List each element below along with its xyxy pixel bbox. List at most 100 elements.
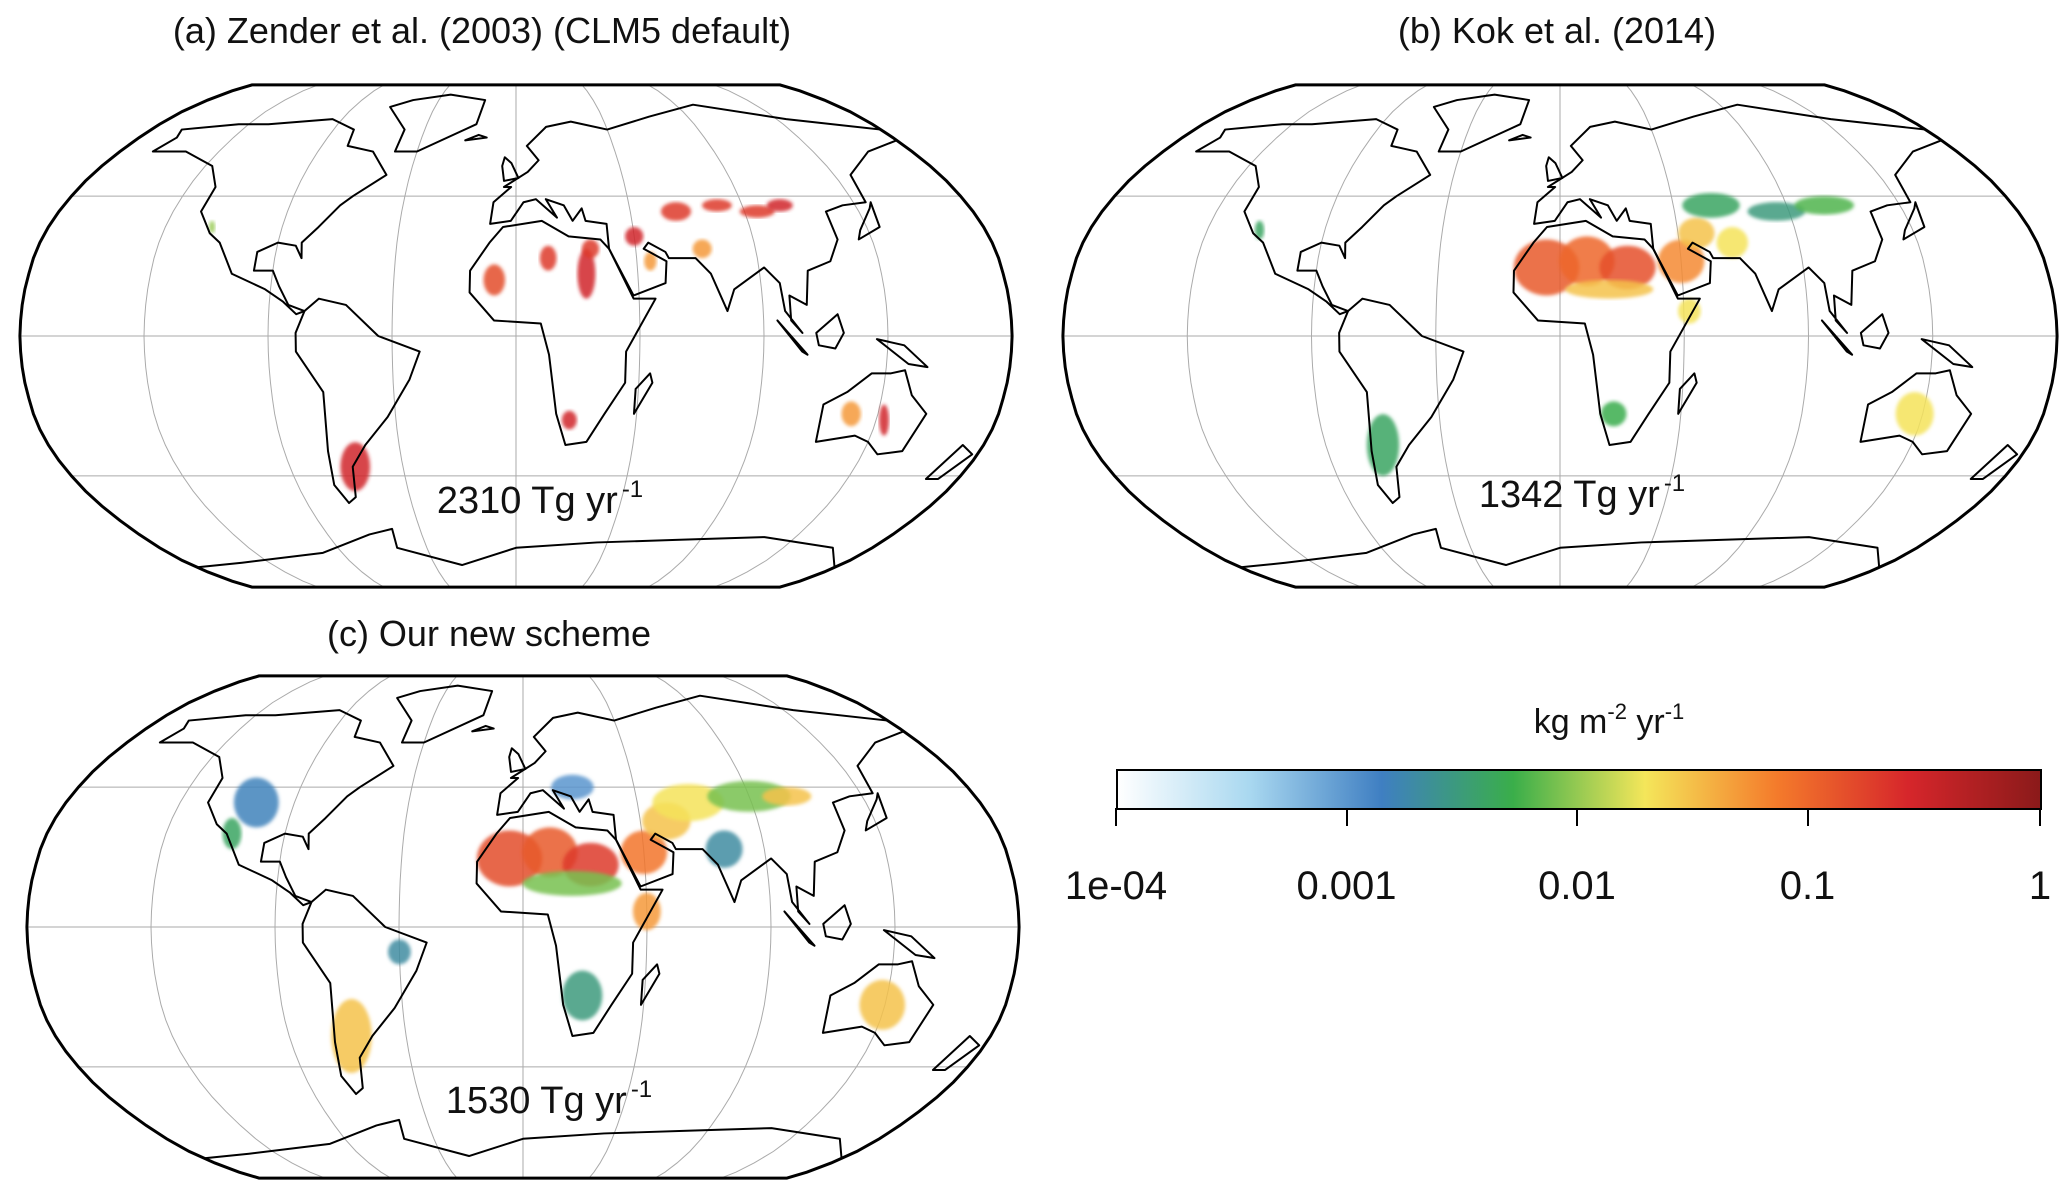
colorbar-tick — [1115, 808, 1117, 826]
total-exponent: -1 — [621, 476, 644, 503]
coastline-north-america — [151, 118, 388, 316]
dust-hotspot — [1682, 192, 1740, 218]
total-exponent: -1 — [1663, 470, 1686, 497]
coastline-sumatra — [1820, 319, 1854, 356]
dust-hotspot — [739, 205, 775, 218]
coastline-africa — [468, 219, 657, 447]
dust-hotspot — [222, 818, 242, 850]
map-border — [25, 674, 1021, 1180]
panel-b-total: 1342 Tg yr -1 — [1478, 470, 1685, 517]
panel-a-total: 2310 Tg yr -1 — [437, 476, 643, 523]
coastline-eurasia — [496, 694, 905, 925]
coastline-north-america — [158, 709, 395, 907]
coastline-new-zealand — [1969, 444, 2019, 480]
coastline-south-america — [301, 888, 428, 1096]
world-map — [25, 674, 1021, 1180]
dust-hotspot — [644, 251, 657, 271]
coastline-britain — [1545, 156, 1564, 182]
panel-a-title: (a) Zender et al. (2003) (CLM5 default) — [172, 10, 792, 51]
coastline-borneo — [1859, 313, 1890, 350]
coastline-eurasia — [1533, 103, 1943, 334]
colorbar-tick — [1345, 808, 1348, 826]
dust-hotspot — [1678, 217, 1715, 249]
dust-hotspot — [539, 245, 557, 271]
panel-c-total: 1530 Tg yr -1 — [445, 1076, 652, 1123]
coastline-new-guinea — [875, 338, 929, 369]
colorbar-tick-label: 1e-04 — [1064, 864, 1168, 908]
dust-hotspot — [1366, 414, 1400, 476]
coastline-madagascar — [632, 372, 654, 415]
total-value: 1530 Tg yr — [445, 1080, 627, 1122]
dust-hotspot — [707, 780, 791, 812]
dust-hotspot — [388, 939, 411, 965]
unit-text: kg m — [1533, 703, 1608, 741]
coastline-sumatra — [776, 319, 809, 356]
total-value: 1342 Tg yr — [1478, 474, 1660, 516]
coastline-africa — [475, 810, 664, 1038]
coastline-new-guinea — [882, 929, 936, 960]
unit-text-2: yr — [1636, 703, 1665, 741]
dust-hotspot — [660, 202, 692, 221]
coastline-south-america — [1338, 297, 1465, 505]
dust-hotspot — [1716, 227, 1749, 259]
dust-hotspot — [562, 970, 603, 1021]
coastline-australia — [821, 960, 935, 1047]
dust-hotspot — [1747, 202, 1806, 221]
dust-hotspot — [209, 220, 216, 234]
dust-hotspot — [581, 239, 600, 259]
coastline-new-guinea — [1920, 338, 1974, 369]
dust-hotspot — [233, 777, 279, 828]
dust-hotspot — [1599, 245, 1656, 290]
colorbar-tick — [2039, 808, 2041, 826]
coastline-greenland — [1432, 93, 1531, 153]
dust-hotspot — [1895, 392, 1934, 436]
dust-hotspot — [483, 264, 506, 296]
dust-hotspot — [632, 892, 661, 931]
dust-hotspot — [1678, 298, 1701, 324]
colorbar-tick — [1576, 808, 1578, 826]
coastline-africa — [1512, 219, 1701, 447]
map-border — [1061, 83, 2059, 589]
coastline-japan — [857, 201, 881, 241]
coastline-iceland — [1508, 133, 1532, 142]
coastline-madagascar — [1677, 372, 1698, 415]
coastline-britain — [508, 747, 527, 773]
dust-emission-layer — [209, 199, 889, 492]
panel-b-title: (b) Kok et al. (2014) — [1397, 10, 1717, 51]
colorbar-tick-label: 1 — [2028, 864, 2052, 908]
dust-hotspot — [625, 227, 644, 246]
dust-hotspot — [1601, 401, 1627, 427]
dust-hotspot — [561, 410, 577, 430]
coastline-eurasia — [489, 103, 898, 334]
coastline-antarctica — [204, 1118, 843, 1160]
dust-hotspot — [340, 442, 371, 492]
dust-hotspot — [652, 783, 724, 822]
coastline-antarctica — [197, 527, 836, 569]
dust-hotspot — [702, 199, 732, 212]
dust-hotspot — [1794, 196, 1855, 215]
panel-c-title: (c) Our new scheme — [326, 613, 652, 654]
colorbar-tick-label: 0.1 — [1779, 864, 1836, 908]
dust-hotspot — [859, 979, 906, 1030]
unit-exponent-2: -1 — [1664, 699, 1685, 724]
colorbar-tick-label: 0.001 — [1296, 864, 1397, 908]
coastline-britain — [501, 156, 520, 182]
panel-a-map — [18, 83, 1014, 589]
dust-emission-layer — [1254, 192, 1934, 476]
colorbar-tick — [1806, 808, 1809, 826]
dust-hotspot — [841, 401, 861, 427]
coastline-japan — [864, 792, 888, 832]
coastline-antarctica — [1240, 527, 1881, 569]
dust-hotspot — [1254, 220, 1265, 240]
coastline-borneo — [815, 313, 845, 350]
panel-b-map — [1061, 83, 2059, 589]
coastline-new-zealand — [924, 444, 974, 480]
coastline-greenland — [389, 93, 487, 153]
colorbar-unit-label: kg m-2 yr-1 — [1533, 699, 1685, 742]
dust-hotspot — [522, 870, 622, 896]
dust-hotspot — [551, 774, 594, 800]
coastline-iceland — [464, 133, 488, 142]
coastline-sumatra — [783, 910, 816, 947]
dust-hotspot — [766, 199, 793, 212]
coastline-iceland — [471, 724, 495, 733]
